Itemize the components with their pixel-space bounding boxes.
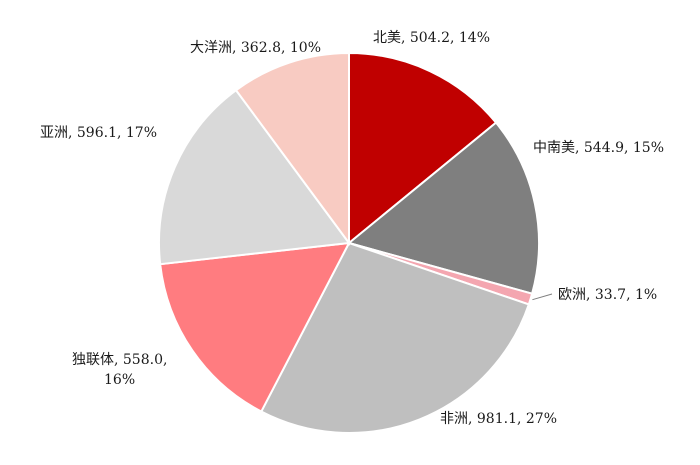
leader-line-europe — [532, 293, 553, 301]
label-oceania: 大洋洲, 362.8, 10% — [190, 40, 321, 56]
slice-latin-america — [346, 121, 540, 295]
label-cis: 独联体, 558.0, — [72, 352, 167, 368]
label-cis-pct: 16% — [104, 372, 135, 388]
label-africa: 非洲, 981.1, 27% — [440, 411, 557, 427]
label-asia: 亚洲, 596.1, 17% — [40, 125, 157, 141]
slice-north-america — [348, 51, 498, 246]
label-latin-america: 中南美, 544.9, 15% — [533, 140, 664, 156]
slice-asia — [158, 88, 351, 266]
label-north-america: 北美, 504.2, 14% — [373, 30, 490, 46]
label-europe: 欧洲, 33.7, 1% — [558, 287, 657, 303]
slice-cis — [159, 241, 351, 413]
slice-africa — [259, 241, 531, 434]
slice-oceania — [234, 51, 350, 247]
pie-slices — [158, 51, 540, 434]
